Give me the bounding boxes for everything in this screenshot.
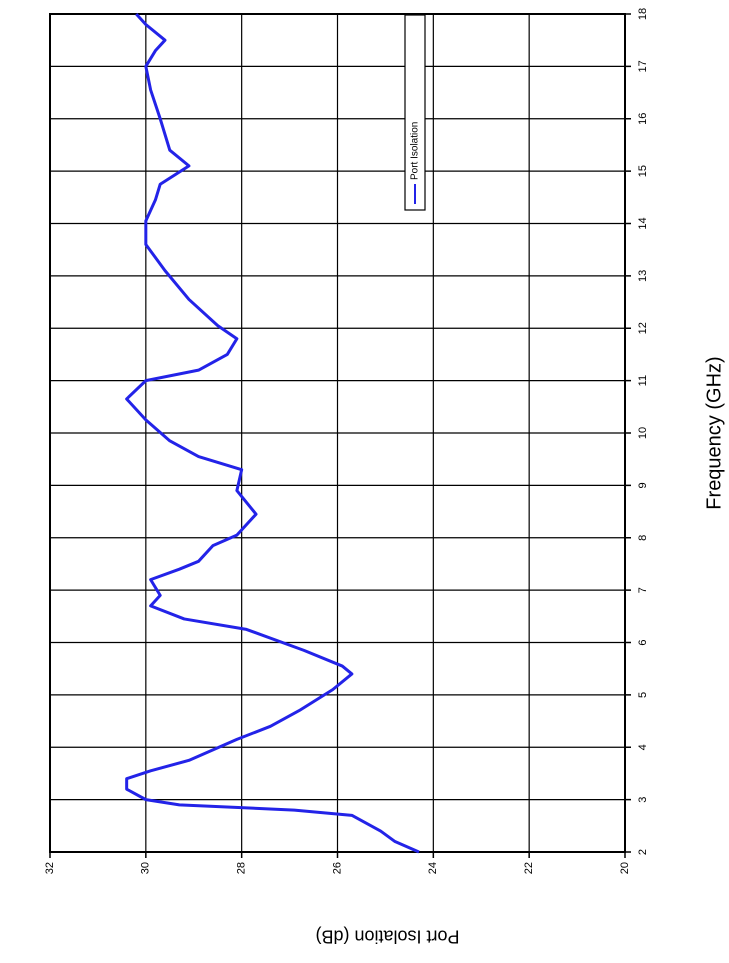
y-tick-label: 26 (331, 862, 343, 874)
x-tick-label: 3 (637, 797, 649, 803)
x-tick-label: 7 (637, 587, 649, 593)
plot-border (49, 13, 626, 853)
y-tick-label: 24 (427, 862, 439, 874)
y-tick-label: 20 (619, 862, 631, 874)
x-tick-label: 6 (637, 639, 649, 645)
x-tick-label: 14 (637, 217, 649, 229)
x-axis-title: Frequency (GHz) (703, 356, 725, 509)
x-tick-label: 5 (637, 692, 649, 698)
y-tick-label: 30 (140, 862, 152, 874)
rotated-chart: 2 3 4 5 6 7 8 9 10 11 12 13 14 15 16 17 18 20 22 24 26 28 30 32… (44, 8, 725, 946)
x-tick-label: 11 (637, 375, 649, 386)
data-line (125, 12, 420, 854)
legend-label: Port Isolation (410, 122, 421, 180)
x-tick-label: 8 (637, 535, 649, 541)
x-tick-label: 16 (637, 113, 649, 125)
y-tick-label: 32 (44, 862, 56, 874)
x-tick-label: 10 (637, 427, 649, 439)
x-tick-label: 2 (637, 849, 649, 855)
y-axis-title: Port Isolation (dB) (315, 926, 459, 946)
y-tick-label: 22 (523, 862, 535, 874)
x-tick-label: 4 (637, 744, 649, 750)
x-tick-label: 18 (637, 8, 649, 20)
legend-box (404, 14, 426, 211)
x-tick-label: 17 (637, 60, 649, 72)
x-tick-label: 9 (637, 482, 649, 488)
x-tick-label: 15 (637, 165, 649, 177)
x-tick-label: 13 (637, 270, 649, 282)
y-tick-label: 28 (236, 862, 248, 874)
x-tick-label: 12 (637, 322, 649, 334)
